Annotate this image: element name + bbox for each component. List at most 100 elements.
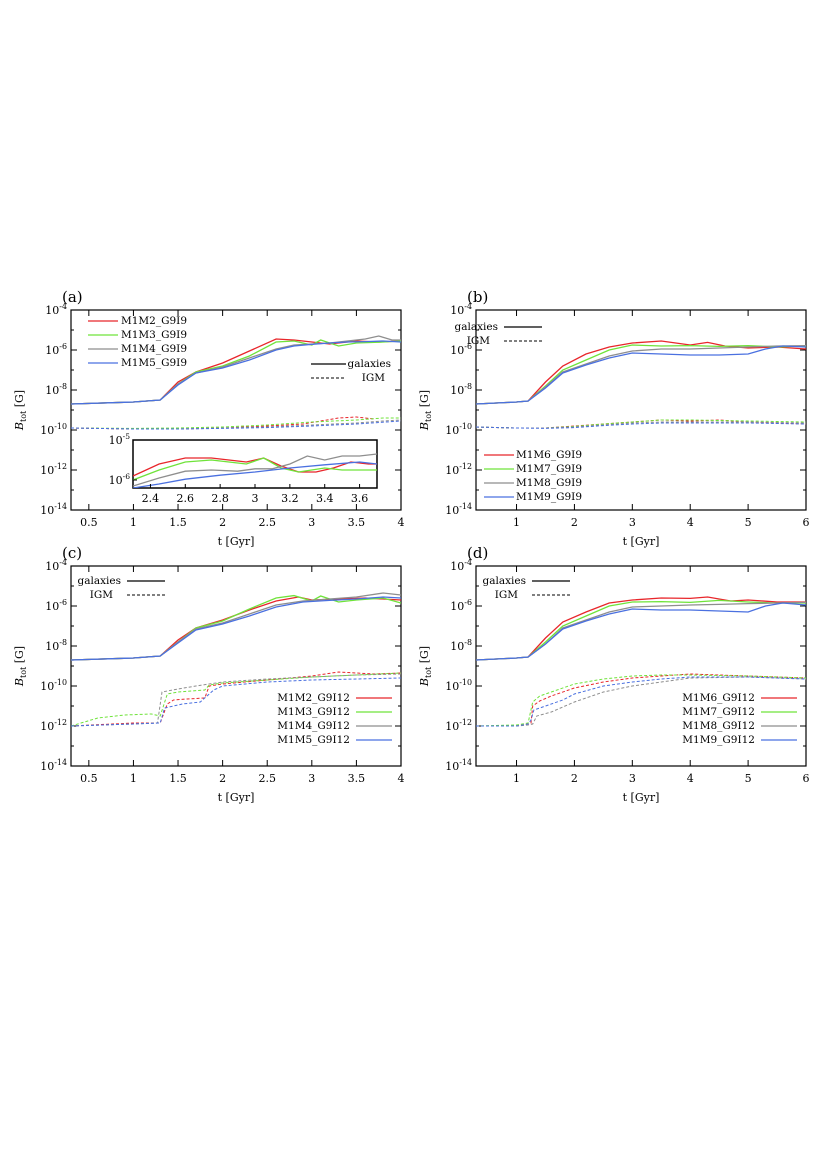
x-tick-label: 2 [219, 516, 226, 529]
x-tick-label: 6 [803, 772, 810, 785]
plot-lines [476, 596, 806, 727]
x-tick-label: 3.5 [348, 772, 366, 785]
galaxies-line-M1M5_G9I9 [71, 340, 401, 405]
y-tick-label: 10-8 [450, 638, 472, 653]
igm-line-M1M6_G9I12 [476, 673, 806, 727]
y-axis-label: Btot [G] [13, 390, 28, 431]
x-tick-label: 3 [629, 772, 636, 785]
x-tick-label: 2 [219, 772, 226, 785]
x-axis-label: t [Gyr] [218, 791, 255, 804]
y-tick-label: 10-6 [450, 598, 472, 613]
galaxies-line-M1M8_G9I12 [476, 601, 806, 661]
galaxies-line-M1M5_G9I12 [71, 596, 401, 661]
y-tick-label: 10-12 [40, 462, 67, 477]
x-tick-label: 4 [687, 516, 694, 529]
galaxies-line-M1M9_G9I12 [476, 602, 806, 661]
inset-x-tick-label: 2.6 [177, 492, 195, 505]
y-tick-label: 10-4 [450, 302, 472, 317]
y-tick-label: 10-14 [445, 502, 472, 517]
legend-igm-label: IGM [362, 372, 386, 384]
inset-line-M1M3_G9I9 [133, 457, 377, 481]
x-tick-label: 4 [398, 516, 405, 529]
galaxies-line-M1M4_G9I12 [71, 592, 401, 661]
legend-series-label: M1M4_G9I9 [121, 343, 187, 355]
x-tick-label: 3 [308, 516, 315, 529]
y-tick-label: 10-10 [445, 678, 472, 693]
legend-galaxies-label: galaxies [455, 321, 498, 333]
igm-line-M1M7_G9I12 [476, 674, 806, 727]
x-tick-label: 2 [571, 772, 578, 785]
x-tick-label: 1 [130, 772, 137, 785]
inset-lines [133, 453, 377, 488]
y-axis-label: Btot [G] [418, 390, 433, 431]
galaxies-line-M1M9_G9I9 [476, 345, 806, 405]
legend-igm-label: IGM [495, 589, 519, 601]
legend-series-label: M1M6_G9I9 [516, 449, 582, 461]
x-tick-label: 1 [513, 516, 520, 529]
inset-x-tick-label: 3 [252, 492, 259, 505]
x-tick-label: 4 [687, 772, 694, 785]
y-tick-label: 10-10 [40, 422, 67, 437]
inset-line-M1M5_G9I9 [133, 461, 377, 488]
y-tick-label: 10-10 [445, 422, 472, 437]
y-tick-label: 10-4 [45, 558, 67, 573]
panel-d: (d) 10-14 10-12 10-10 10-8 10-6 10-4 1 2 3 4 5 6 t [G… [418, 544, 810, 804]
x-tick-label: 2.5 [258, 516, 276, 529]
igm-line-M1M3_G9I9 [71, 417, 401, 429]
x-tick-label: 3.5 [348, 516, 366, 529]
igm-line-M1M9_G9I9 [476, 422, 806, 429]
x-tick-label: 1.5 [169, 516, 187, 529]
legend-series-label: M1M8_G9I12 [682, 720, 755, 732]
y-tick-label: 10-8 [45, 382, 67, 397]
igm-line-M1M4_G9I12 [71, 673, 401, 727]
legend-igm-label: IGM [467, 335, 491, 347]
x-tick-label: 4 [398, 772, 405, 785]
plot-frame [475, 565, 807, 767]
x-tick-label: 6 [803, 516, 810, 529]
x-tick-label: 2 [571, 516, 578, 529]
y-axis-label: Btot [G] [13, 646, 28, 687]
y-tick-label: 10-8 [45, 638, 67, 653]
x-tick-label: 2.5 [258, 772, 276, 785]
galaxies-line-M1M6_G9I12 [476, 596, 806, 661]
x-tick-label: 1 [130, 516, 137, 529]
y-tick-label: 10-10 [40, 678, 67, 693]
x-axis-label: t [Gyr] [218, 535, 255, 548]
y-tick-label: 10-4 [45, 302, 67, 317]
legend-series-label: M1M2_G9I12 [277, 692, 350, 704]
plot-frame [70, 565, 402, 767]
x-axis-label: t [Gyr] [623, 535, 660, 548]
panel-a: (a) 10-14 10-12 10-10 10-8 10-6 10-4 0.5 1 1.5 2 2.… [13, 288, 405, 548]
inset-y-tick-label: 10-6 [109, 472, 131, 487]
legend-series-label: M1M3_G9I12 [277, 706, 350, 718]
galaxies-line-M1M3_G9I12 [71, 594, 401, 661]
legend-series-label: M1M7_G9I9 [516, 463, 582, 475]
x-tick-label: 5 [745, 772, 752, 785]
y-tick-label: 10-4 [450, 558, 472, 573]
igm-line-M1M8_G9I12 [476, 676, 806, 727]
inset-plot: 2.4 2.6 2.8 3 3.2 3.4 3.6 10-6 10-5 [109, 432, 378, 505]
plot-lines [71, 335, 401, 430]
legend-galaxies-label: galaxies [483, 575, 526, 587]
y-tick-label: 10-6 [45, 342, 67, 357]
x-tick-label: 1.5 [169, 772, 187, 785]
plot-lines [71, 592, 401, 727]
galaxies-line-M1M8_G9I9 [476, 344, 806, 405]
y-tick-label: 10-12 [40, 718, 67, 733]
legend-series-label: M1M8_G9I9 [516, 477, 582, 489]
inset-x-tick-label: 3.4 [316, 492, 334, 505]
y-tick-label: 10-14 [40, 502, 67, 517]
panel-label: (a) [62, 288, 83, 306]
panel-label: (d) [467, 544, 488, 562]
inset-x-tick-label: 2.8 [211, 492, 229, 505]
y-tick-label: 10-6 [450, 342, 472, 357]
y-tick-label: 10-12 [445, 718, 472, 733]
y-tick-label: 10-8 [450, 382, 472, 397]
legend-series-label: M1M2_G9I9 [121, 315, 187, 327]
panel-b: (b) 10-14 10-12 10-10 10-8 10-6 10-4 1 2 3 4 5 6 t [G… [418, 288, 810, 548]
x-axis-label: t [Gyr] [623, 791, 660, 804]
igm-line-M1M5_G9I12 [71, 677, 401, 727]
x-tick-label: 1 [513, 772, 520, 785]
legend-galaxies-label: galaxies [348, 358, 391, 370]
